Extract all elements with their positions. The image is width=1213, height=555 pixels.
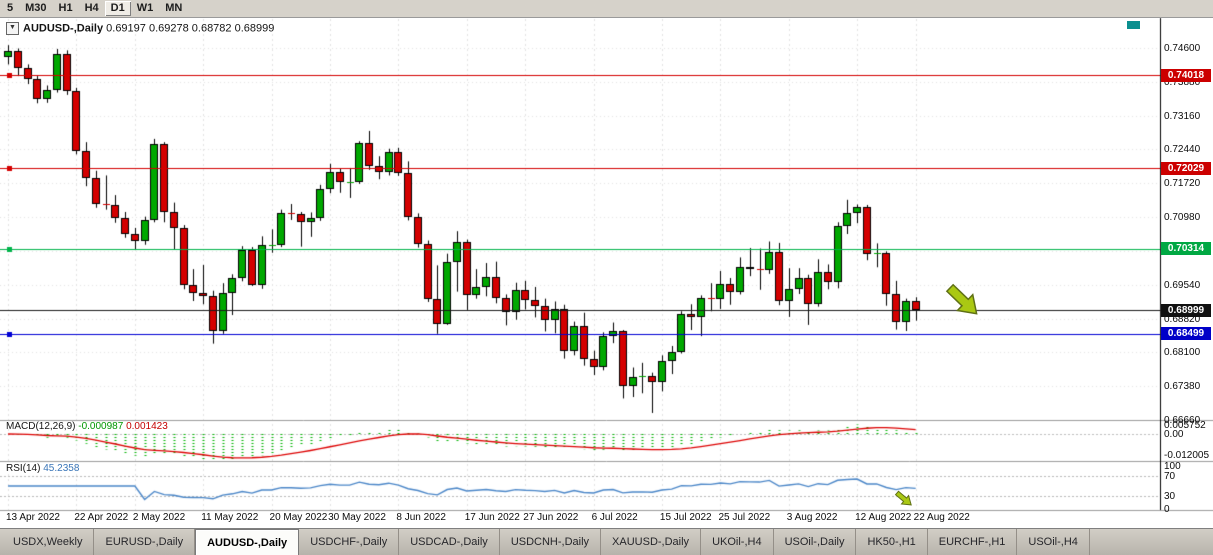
timeframe-button-d1[interactable]: D1	[104, 1, 131, 16]
chart-menu-icon[interactable]: ▼	[6, 22, 19, 35]
price-axis-label: 0.74600	[1164, 43, 1201, 54]
macd-name: MACD(12,26,9)	[6, 421, 76, 432]
price-tag-0.72029: 0.72029	[1161, 161, 1211, 175]
date-axis-label: 6 Jul 2022	[591, 512, 638, 523]
price-axis-label: 0.69540	[1164, 279, 1201, 291]
timeframe-button-5[interactable]: 5	[7, 2, 14, 14]
rsi-arrow-annotation-icon[interactable]	[892, 489, 922, 515]
macd-axis-label: 0.005752	[1164, 420, 1206, 431]
timeframe-toolbar: 5 M30 H1 H4 D1 W1 MN	[0, 0, 1213, 18]
date-axis-label: 17 Jun 2022	[464, 512, 520, 523]
timeframe-button-h4[interactable]: H4	[84, 2, 99, 14]
timeframe-button-w1[interactable]: W1	[136, 2, 154, 14]
price-tag-0.74018: 0.74018	[1161, 68, 1211, 82]
tab-usoil-daily[interactable]: USOil-,Daily	[774, 529, 857, 555]
price-axis-label: 0.70980	[1164, 212, 1201, 224]
price-tag-0.70314: 0.70314	[1161, 242, 1211, 256]
date-axis-label: 8 Jun 2022	[396, 512, 446, 523]
price-axis-label: 0.68100	[1164, 347, 1201, 359]
rsi-name: RSI(14)	[6, 463, 41, 474]
tab-audusd-daily[interactable]: AUDUSD-,Daily	[195, 529, 300, 555]
timeframe-button-mn[interactable]: MN	[165, 2, 183, 14]
tab-eurusd-daily[interactable]: EURUSD-,Daily	[94, 529, 196, 555]
date-axis-label: 20 May 2022	[269, 512, 328, 523]
date-axis-label: 25 Jul 2022	[718, 512, 771, 523]
price-axis-label: 0.68820	[1164, 313, 1201, 325]
timeframe-button-m30[interactable]: M30	[25, 2, 47, 14]
price-axis-label: 0.73880	[1164, 76, 1201, 88]
date-axis-label: 22 Apr 2022	[74, 512, 129, 523]
tab-usdchf-daily[interactable]: USDCHF-,Daily	[299, 529, 400, 555]
rsi-axis-label: 100	[1164, 461, 1181, 472]
date-axis-label: 27 Jun 2022	[523, 512, 579, 523]
timeframe-button-h1[interactable]: H1	[58, 2, 73, 14]
price-axis-label: 0.66660	[1164, 414, 1201, 426]
date-axis-label: 22 Aug 2022	[913, 512, 970, 523]
price-axis-label: 0.72440	[1164, 144, 1201, 156]
macd-main-value: -0.000987	[78, 421, 124, 432]
sell-signal-arrow-icon[interactable]	[938, 282, 1002, 346]
rsi-axis-label: 70	[1164, 471, 1176, 483]
price-tag-0.68499: 0.68499	[1161, 327, 1211, 341]
date-axis-label: 12 Aug 2022	[855, 512, 912, 523]
chart-title: ▼ AUDUSD-,Daily 0.69197 0.69278 0.68782 0…	[6, 22, 274, 35]
price-tag-0.68999: 0.68999	[1161, 303, 1211, 317]
rsi-axis-label: 30	[1164, 490, 1176, 502]
price-axis-label: 0.67380	[1164, 381, 1201, 393]
tab-eurchf-h1[interactable]: EURCHF-,H1	[928, 529, 1018, 555]
date-axis-label: 11 May 2022	[201, 512, 259, 523]
rsi-axis-label: 0	[1164, 504, 1170, 515]
date-axis-label: 15 Jul 2022	[659, 512, 712, 523]
macd-label: MACD(12,26,9) -0.000987 0.001423	[6, 421, 168, 432]
macd-axis-label: -0.012005	[1164, 450, 1210, 461]
tab-xauusd-daily[interactable]: XAUUSD-,Daily	[601, 529, 702, 555]
chart-symbol-period: AUDUSD-,Daily	[23, 22, 104, 35]
date-axis-label: 2 May 2022	[132, 512, 186, 523]
rsi-value: 45.2358	[43, 463, 80, 474]
macd-signal-value: 0.001423	[126, 421, 168, 432]
date-axis-label: 30 May 2022	[328, 512, 386, 523]
tab-usdcad-daily[interactable]: USDCAD-,Daily	[399, 529, 500, 555]
date-axis-label: 3 Aug 2022	[786, 512, 838, 523]
rsi-label: RSI(14) 45.2358	[6, 463, 79, 474]
tab-usoil-h4[interactable]: USOil-,H4	[1017, 529, 1090, 555]
tab-ukoil-h4[interactable]: UKOil-,H4	[701, 529, 774, 555]
price-axis-label: 0.71720	[1164, 178, 1201, 190]
tab-hk50-h1[interactable]: HK50-,H1	[856, 529, 928, 555]
chart-ohlc-values: 0.69197 0.69278 0.68782 0.68999	[106, 22, 275, 35]
tab-usdx-weekly[interactable]: USDX,Weekly	[2, 529, 95, 555]
tab-usdcnh-daily[interactable]: USDCNH-,Daily	[500, 529, 602, 555]
chart-tabs-bar: USDX,Weekly EURUSD-,Daily AUDUSD-,Daily USD…	[0, 528, 1213, 555]
macd-axis-label: 0.00	[1164, 429, 1184, 440]
corner-marker	[1127, 21, 1140, 29]
price-axis-label: 0.73160	[1164, 110, 1201, 122]
date-axis-label: 13 Apr 2022	[6, 512, 60, 523]
